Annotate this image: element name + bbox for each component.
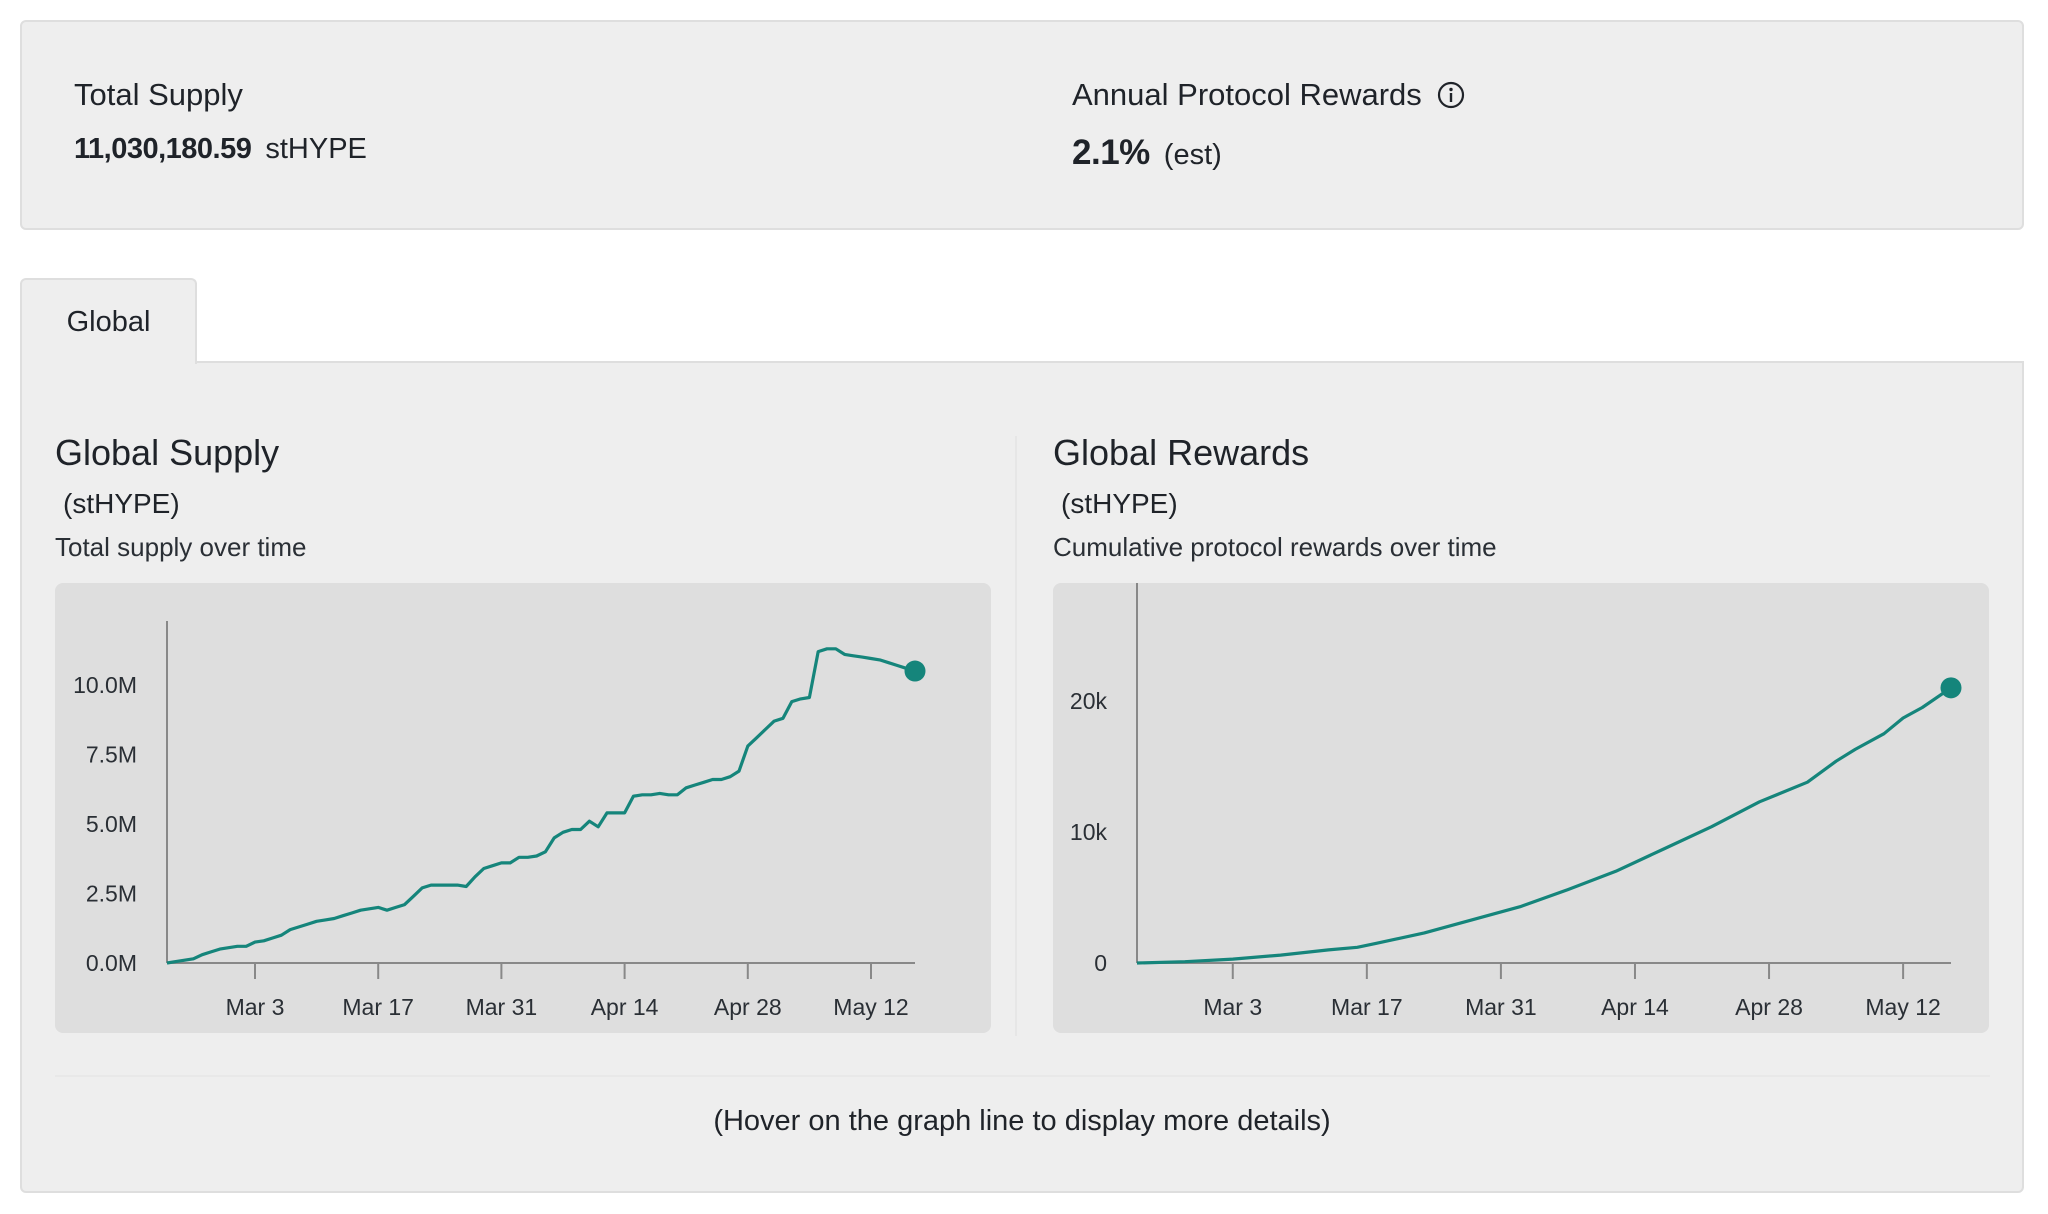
- rewards-chart-x-tick-label: Mar 31: [1465, 994, 1537, 1020]
- rewards-chart-title: Global Rewards: [1053, 432, 1310, 473]
- supply-chart-x-tick-label: Mar 31: [466, 994, 538, 1020]
- rewards-chart-x-tick-label: May 12: [1865, 994, 1940, 1020]
- annual-rewards-label: Annual Protocol Rewards: [1072, 77, 1422, 112]
- supply-chart-y-tick-label: 10.0M: [73, 672, 137, 698]
- rewards-chart-x-tick-label: Apr 14: [1601, 994, 1669, 1020]
- supply-chart-x-tick-label: Mar 17: [342, 994, 414, 1020]
- supply-chart-subtitle: Total supply over time: [55, 532, 307, 562]
- supply-chart-x-tick-label: Apr 28: [714, 994, 782, 1020]
- supply-chart-title: Global Supply: [55, 432, 280, 473]
- supply-chart-latest-point[interactable]: [904, 660, 926, 682]
- rewards-chart-subtitle: Cumulative protocol rewards over time: [1053, 532, 1497, 562]
- supply-chart-y-tick-label: 7.5M: [86, 741, 137, 767]
- annual-rewards-unit: (est): [1163, 139, 1222, 171]
- supply-chart-header: Global Supply (stHYPE) Total supply over…: [55, 432, 306, 563]
- supply-chart-series-line[interactable]: [166, 647, 916, 965]
- supply-chart-svg[interactable]: 0.0M 2.5M 5.0M 7.5M 10.0M Mar 3 Mar 17 Mar 31 Ap…: [55, 583, 991, 1033]
- tab-global[interactable]: Global: [20, 278, 197, 364]
- annual-rewards-label-row: Annual Protocol Rewards: [1072, 77, 1466, 113]
- supply-chart-unit: (stHYPE): [63, 488, 180, 519]
- supply-chart-y-tick-label: 5.0M: [86, 811, 137, 837]
- total-supply-label: Total Supply: [74, 77, 243, 112]
- summary-card: Total Supply 11,030,180.59 stHYPE Annual…: [20, 20, 2024, 230]
- annual-rewards-value: 2.1%: [1072, 133, 1150, 172]
- annual-rewards-value-row: 2.1% (est): [1072, 133, 1466, 173]
- rewards-chart-latest-point[interactable]: [1940, 677, 1962, 699]
- rewards-chart-y-tick-label: 10k: [1070, 819, 1108, 845]
- total-supply-value-row: 11,030,180.59 stHYPE: [74, 133, 367, 166]
- supply-chart[interactable]: 0.0M 2.5M 5.0M 7.5M 10.0M Mar 3 Mar 17 Mar 31 Ap…: [55, 583, 991, 1033]
- footer-separator: [55, 1075, 1990, 1077]
- supply-chart-x-tick-label: Apr 14: [591, 994, 659, 1020]
- rewards-chart-x-tick-label: Apr 28: [1735, 994, 1803, 1020]
- supply-chart-x-tick-label: May 12: [833, 994, 908, 1020]
- supply-chart-y-tick-label: 2.5M: [86, 880, 137, 906]
- rewards-chart-y-tick-label: 0: [1094, 950, 1107, 976]
- total-supply-value: 11,030,180.59: [74, 133, 252, 165]
- total-supply-unit: stHYPE: [265, 133, 367, 165]
- annual-rewards-block: Annual Protocol Rewards 2.1% (est): [1072, 77, 1466, 173]
- total-supply-block: Total Supply 11,030,180.59 stHYPE: [74, 77, 367, 166]
- rewards-chart-header: Global Rewards (stHYPE) Cumulative proto…: [1053, 432, 1497, 563]
- rewards-chart-svg[interactable]: 0 10k 20k Mar 3 Mar 17 Mar 31 Apr 14 Apr 28 May …: [1053, 583, 1989, 1033]
- supply-chart-x-tick-label: Mar 3: [226, 994, 285, 1020]
- panel-divider: [1015, 436, 1017, 1036]
- supply-chart-y-tick-label: 0.0M: [86, 950, 137, 976]
- rewards-chart-x-tick-label: Mar 3: [1203, 994, 1262, 1020]
- rewards-chart-unit: (stHYPE): [1061, 488, 1178, 519]
- info-circle-icon[interactable]: [1436, 80, 1466, 110]
- rewards-chart-y-tick-label: 20k: [1070, 688, 1108, 714]
- rewards-chart[interactable]: 0 10k 20k Mar 3 Mar 17 Mar 31 Apr 14 Apr 28 May …: [1053, 583, 1989, 1033]
- hover-hint: (Hover on the graph line to display more…: [713, 1105, 1331, 1137]
- rewards-chart-series-line[interactable]: [1136, 686, 1952, 965]
- rewards-chart-x-tick-label: Mar 17: [1331, 994, 1403, 1020]
